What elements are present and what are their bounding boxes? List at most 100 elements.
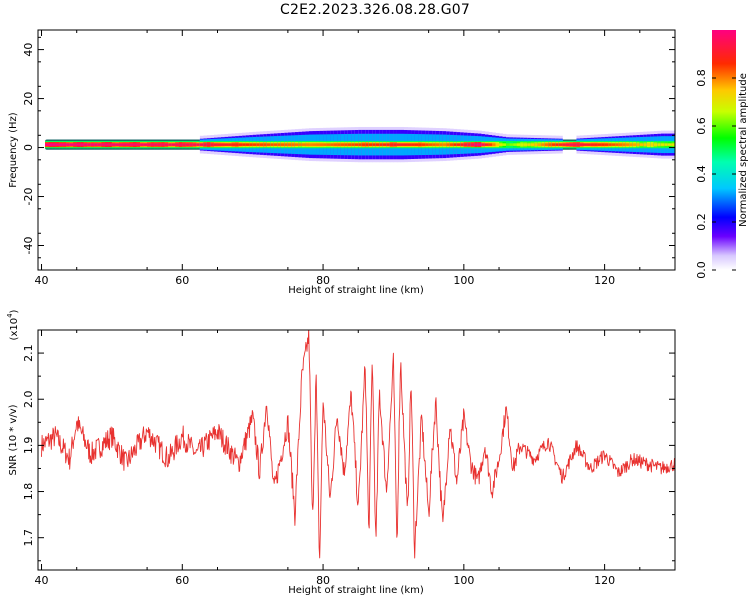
band-cell <box>330 143 335 146</box>
band-cell <box>90 143 95 146</box>
band-cell <box>111 143 116 146</box>
band-cell <box>273 143 278 146</box>
spectrogram-y-tick-label: -20 <box>22 188 35 206</box>
band-cell <box>118 143 123 146</box>
band-cell <box>83 143 88 146</box>
band-cell <box>618 143 623 146</box>
band-cell <box>150 143 155 146</box>
band-cell <box>45 143 49 146</box>
band-cell <box>301 143 306 146</box>
band-cell <box>115 143 120 146</box>
band-cell <box>256 143 261 146</box>
band-cell <box>182 143 187 146</box>
band-cell <box>235 143 240 146</box>
band-cell <box>499 143 503 146</box>
band-cell <box>414 143 419 146</box>
snr-x-tick-label: 40 <box>35 574 49 587</box>
spectrogram-y-tick-label: 40 <box>22 43 35 57</box>
band-cell <box>333 143 338 146</box>
band-cell <box>590 143 595 146</box>
band-cell <box>129 143 134 146</box>
band-cell <box>199 143 204 146</box>
band-cell <box>140 143 144 146</box>
band-cell <box>481 143 486 146</box>
band-cell <box>277 143 282 146</box>
band-cell <box>657 143 662 146</box>
spectrogram-panel: 40 60 80 100 120 40 20 0 -20 -40 Height of straig… <box>8 29 676 296</box>
band-cell <box>87 143 92 146</box>
spectrogram-y-tick-label: 0 <box>22 144 35 151</box>
band-cell <box>147 143 152 146</box>
spectrogram-x-axis-label: Height of straight line (km) <box>288 285 424 296</box>
band-cell <box>583 143 588 146</box>
colorbar-tick-label: 0.2 <box>695 213 708 231</box>
band-cell <box>168 143 173 146</box>
band-cell <box>625 143 630 146</box>
band-cell <box>555 143 560 146</box>
band-cell <box>474 143 479 146</box>
band-cell <box>488 143 493 146</box>
colorbar-gradient <box>712 30 736 270</box>
band-cell <box>69 143 74 146</box>
band-cell <box>615 143 620 146</box>
band-cell <box>660 143 665 146</box>
colorbar-ticks: 0.0 0.2 0.4 0.6 0.8 <box>695 69 736 279</box>
colorbar: 0.0 0.2 0.4 0.6 0.8 Normalized spectral ampl… <box>695 30 749 279</box>
band-cell <box>213 143 218 146</box>
band-cell <box>495 143 500 146</box>
band-cell <box>597 143 602 146</box>
band-cell <box>611 143 616 146</box>
band-cell <box>604 143 609 146</box>
snr-x-tick-label: 100 <box>453 574 474 587</box>
band-cell <box>530 143 535 146</box>
band-cell <box>653 143 658 146</box>
band-cell <box>66 143 71 146</box>
snr-y-tick-label: 2.0 <box>22 390 35 408</box>
colorbar-label: Normalized spectral amplitude <box>738 73 749 227</box>
snr-y-tick-label: 1.7 <box>22 529 35 547</box>
spectrogram-axes: 40 60 80 100 120 40 20 0 -20 -40 <box>22 30 675 287</box>
band-cell <box>312 143 317 146</box>
snr-y-axis-label: SNR (10 * v/v) <box>8 404 19 475</box>
spectrogram-x-tick-label: 60 <box>175 274 189 287</box>
band-cell <box>284 143 289 146</box>
band-cell <box>337 143 342 146</box>
spectrogram-y-axis-label: Frequency (Hz) <box>8 112 19 188</box>
band-cell <box>372 143 377 146</box>
band-cell <box>506 143 510 146</box>
spectrogram-y-tick-label: -40 <box>22 237 35 255</box>
band-cell <box>351 143 356 146</box>
band-cell <box>636 143 641 146</box>
band-cell <box>632 143 637 146</box>
band-cell <box>400 143 405 146</box>
band-cell <box>484 143 489 146</box>
band-cell <box>354 143 359 146</box>
snr-y-tick-label: 1.8 <box>22 483 35 501</box>
band-cell <box>601 143 606 146</box>
band-cell <box>94 143 99 146</box>
band-cell <box>52 143 56 146</box>
band-cell <box>534 143 539 146</box>
band-cell <box>305 143 310 146</box>
band-cell <box>579 143 584 146</box>
band-cell <box>55 143 60 146</box>
spectrogram-band <box>45 126 675 163</box>
snr-y-exponent: (x104) <box>6 309 20 340</box>
colorbar-tick-label: 0.8 <box>695 69 708 87</box>
band-cell <box>432 143 437 146</box>
band-cell <box>270 143 275 146</box>
band-cell <box>249 143 254 146</box>
band-cell <box>608 143 613 146</box>
band-cell <box>294 143 299 146</box>
band-cell <box>572 143 577 146</box>
band-cell <box>358 143 363 146</box>
band-cell <box>418 143 423 146</box>
colorbar-tick-label: 0.4 <box>695 165 708 183</box>
band-cell <box>516 143 521 146</box>
band-cell <box>622 143 627 146</box>
snr-panel: 40 60 80 100 120 1.7 1.8 1.9 2.0 2.1 Height of st… <box>6 309 676 596</box>
band-cell <box>242 143 247 146</box>
snr-y-exponent-power: 4 <box>6 313 14 318</box>
snr-axes: 40 60 80 100 120 1.7 1.8 1.9 2.0 2.1 <box>22 330 675 587</box>
band-cell <box>396 143 401 146</box>
